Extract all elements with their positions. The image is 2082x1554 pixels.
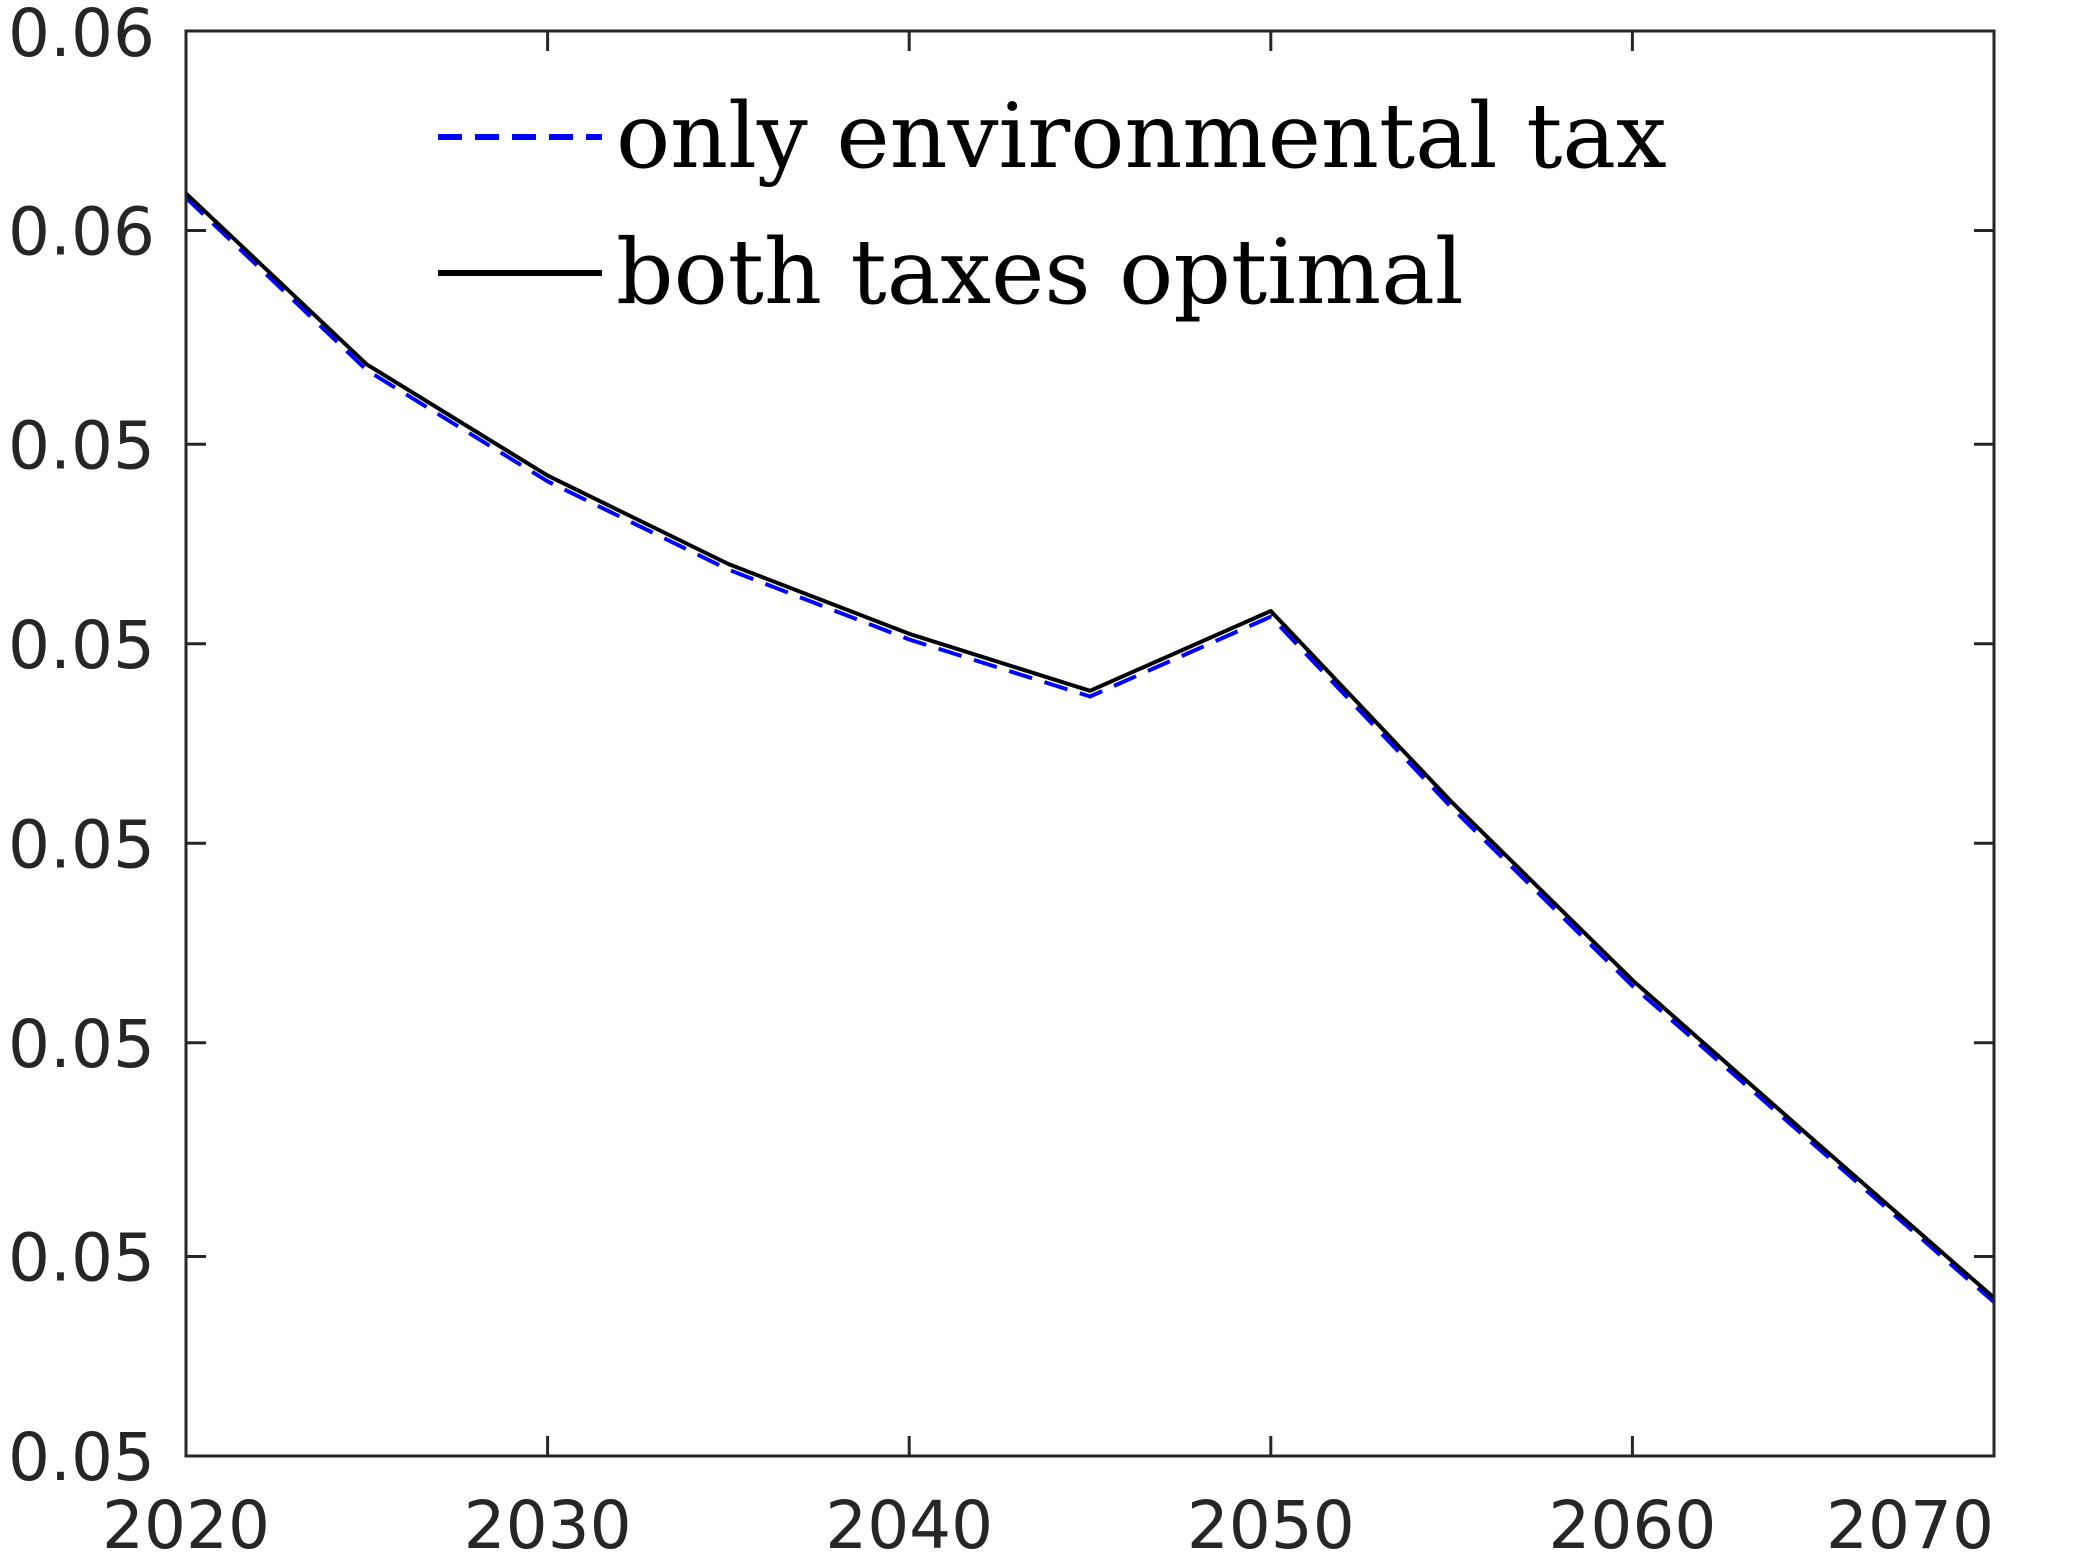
series-line-only-environmental-tax — [184, 196, 1996, 1304]
x-tick-label: 2070 — [1826, 1487, 1994, 1554]
y-tick-label: 0.05 — [8, 407, 155, 484]
axis-ticks: 2020 2030 2040 2050 2060 2070 0.05 0.05 0.05 0.05… — [8, 0, 1996, 1554]
x-tick-label: 2060 — [1548, 1487, 1716, 1554]
series-line-both-taxes-optimal — [184, 191, 1996, 1300]
y-tick-label: 0.05 — [8, 1220, 155, 1297]
y-tick-label: 0.05 — [8, 1419, 155, 1496]
legend: only environmental tax both taxes optima… — [438, 84, 1667, 325]
plot-area-frame — [184, 29, 1996, 1458]
y-tick-label: 0.06 — [8, 194, 155, 271]
x-tick-label: 2030 — [464, 1487, 632, 1554]
y-tick-label: 0.06 — [8, 0, 155, 72]
legend-label-both-taxes-optimal: both taxes optimal — [616, 220, 1464, 325]
x-tick-label: 2050 — [1187, 1487, 1355, 1554]
y-tick-label: 0.05 — [8, 806, 155, 883]
x-tick-label: 2020 — [102, 1487, 270, 1554]
y-tick-label: 0.05 — [8, 607, 155, 684]
x-tick-label: 2040 — [825, 1487, 993, 1554]
y-tick-label: 0.05 — [8, 1006, 155, 1083]
legend-label-only-environmental-tax: only environmental tax — [616, 84, 1667, 189]
series-layer — [184, 191, 1996, 1304]
